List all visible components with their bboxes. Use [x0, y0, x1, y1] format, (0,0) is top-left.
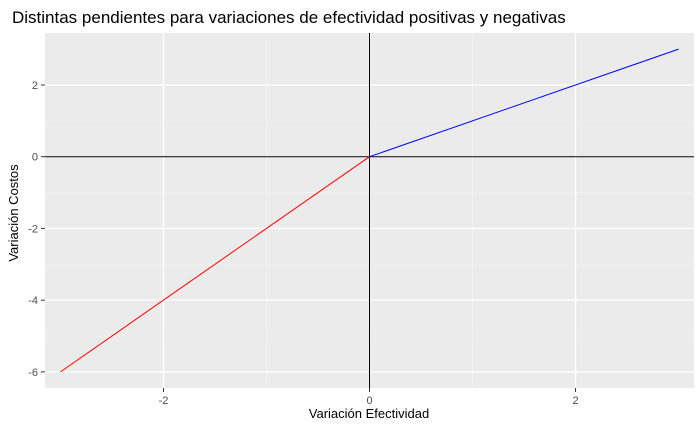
series-line-2 [369, 48, 679, 158]
series-lines [60, 48, 679, 373]
x-tick-label: 0 [366, 395, 372, 407]
y-tick-label: -2 [28, 223, 38, 235]
y-tick-label: -6 [28, 367, 38, 379]
y-tick-label: 0 [32, 152, 38, 164]
y-axis-title: Variación Costos [6, 164, 21, 262]
series-line-1 [60, 156, 370, 373]
x-tick-label: 2 [572, 395, 578, 407]
x-axis-title: Variación Efectividad [309, 406, 429, 421]
y-axis-ticks: -6 -4 -2 0 2 [28, 80, 45, 379]
x-tick-label: -2 [159, 395, 169, 407]
chart-title: Distintas pendientes para variaciones de… [12, 8, 566, 27]
x-axis-ticks: -2 0 2 [159, 388, 579, 407]
y-tick-label: -4 [28, 295, 38, 307]
y-tick-label: 2 [32, 80, 38, 92]
